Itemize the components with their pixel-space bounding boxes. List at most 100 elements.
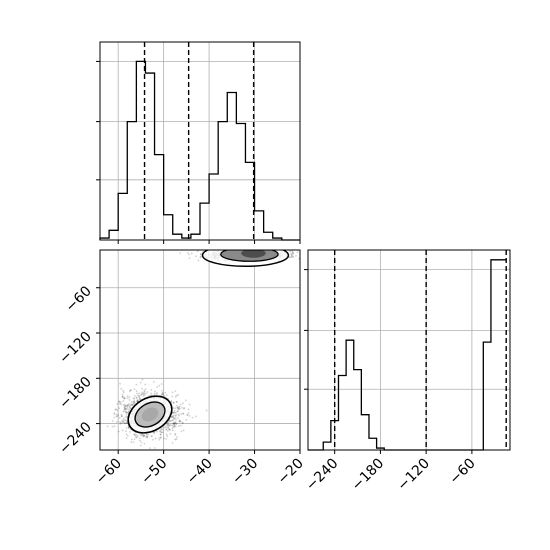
scatter-point <box>291 250 294 253</box>
scatter-point <box>144 392 147 395</box>
scatter-point <box>156 430 158 433</box>
scatter-point <box>143 434 146 437</box>
histogram-bin <box>164 215 173 240</box>
scatter-point <box>135 383 138 386</box>
scatter-point <box>126 404 129 407</box>
scatter-point <box>125 433 128 436</box>
scatter-point <box>139 398 142 401</box>
scatter-point <box>121 415 123 418</box>
scatter-point <box>120 403 122 406</box>
scatter-point <box>199 256 202 259</box>
contour-inner <box>241 250 266 258</box>
scatter-point <box>137 395 140 397</box>
scatter-point <box>152 438 154 441</box>
scatter-point <box>139 444 142 447</box>
scatter-point <box>136 400 139 403</box>
scatter-point <box>173 424 176 427</box>
scatter-point <box>123 397 126 400</box>
scatter-point <box>126 406 129 409</box>
scatter-point <box>166 430 169 432</box>
joint-param-1-param-2: −60 −50 −40 −30 −20−60−120−180−240 <box>56 247 307 488</box>
histogram-steps <box>308 259 507 451</box>
scatter-point <box>133 397 136 400</box>
scatter-point <box>146 456 148 458</box>
scatter-point <box>177 410 179 413</box>
scatter-point <box>136 392 138 395</box>
scatter-point <box>159 437 162 439</box>
scatter-point <box>161 431 164 434</box>
scatter-point <box>153 447 156 449</box>
scatter-point <box>132 403 135 406</box>
scatter-point <box>163 395 166 398</box>
scatter-point <box>249 247 251 249</box>
scatter-point <box>167 421 170 424</box>
scatter-point <box>133 402 136 405</box>
scatter-point <box>145 436 147 439</box>
scatter-point <box>169 432 172 435</box>
scatter-point <box>176 406 179 409</box>
scatter-point <box>126 405 129 408</box>
scatter-point <box>177 406 179 409</box>
scatter-point <box>174 425 177 428</box>
scatter-point <box>119 401 122 404</box>
scatter-point <box>250 248 252 250</box>
histogram-param-1 <box>96 41 301 244</box>
scatter-point <box>167 423 169 426</box>
scatter-point <box>150 435 153 438</box>
scatter-point <box>173 426 175 429</box>
scatter-point <box>122 396 124 399</box>
scatter-point <box>155 393 158 396</box>
histogram-bin <box>200 203 209 240</box>
scatter-point <box>191 416 194 419</box>
scatter-point <box>114 408 117 411</box>
scatter-point <box>159 431 162 433</box>
scatter-point <box>122 400 125 402</box>
histogram-bin <box>218 122 227 240</box>
scatter-point <box>129 390 131 393</box>
scatter-point <box>168 420 171 422</box>
scatter-point <box>168 419 171 422</box>
scatter-point <box>195 255 197 258</box>
scatter-point <box>142 392 145 395</box>
scatter-point <box>292 255 295 258</box>
scatter-point <box>136 400 139 403</box>
scatter-point <box>136 397 138 399</box>
scatter-point <box>125 419 127 422</box>
scatter-point <box>141 393 144 396</box>
scatter-point <box>172 415 174 418</box>
x-tick-label: −30 <box>229 456 261 488</box>
scatter-point <box>177 408 180 411</box>
scatter-point <box>177 413 180 416</box>
scatter-point <box>173 422 176 425</box>
scatter-point <box>124 410 127 413</box>
scatter-point <box>124 407 127 410</box>
scatter-point <box>172 401 175 404</box>
scatter-point <box>125 415 128 418</box>
histogram-bin <box>145 73 154 240</box>
scatter-point <box>133 395 136 397</box>
scatter-point <box>158 384 161 387</box>
scatter-point <box>137 394 139 397</box>
scatter-point <box>168 425 171 427</box>
scatter-point <box>154 437 157 440</box>
scatter-point <box>167 426 170 429</box>
histogram-bin <box>491 260 499 450</box>
scatter-point <box>290 255 293 257</box>
contour-inner <box>141 407 159 422</box>
scatter-point <box>170 416 173 419</box>
joint-plot-area <box>87 247 300 458</box>
scatter-point <box>123 407 126 409</box>
scatter-point <box>118 407 121 410</box>
axes-frame <box>307 249 511 451</box>
scatter-point <box>182 413 185 416</box>
scatter-point <box>178 405 180 408</box>
scatter-point <box>115 415 118 418</box>
scatter-point <box>149 394 152 397</box>
scatter-point <box>141 434 143 437</box>
scatter-point <box>87 439 89 441</box>
scatter-point <box>121 429 124 432</box>
scatter-point <box>161 392 164 395</box>
scatter-point <box>291 256 294 258</box>
histogram-bin <box>236 124 245 240</box>
scatter-point <box>165 433 168 436</box>
